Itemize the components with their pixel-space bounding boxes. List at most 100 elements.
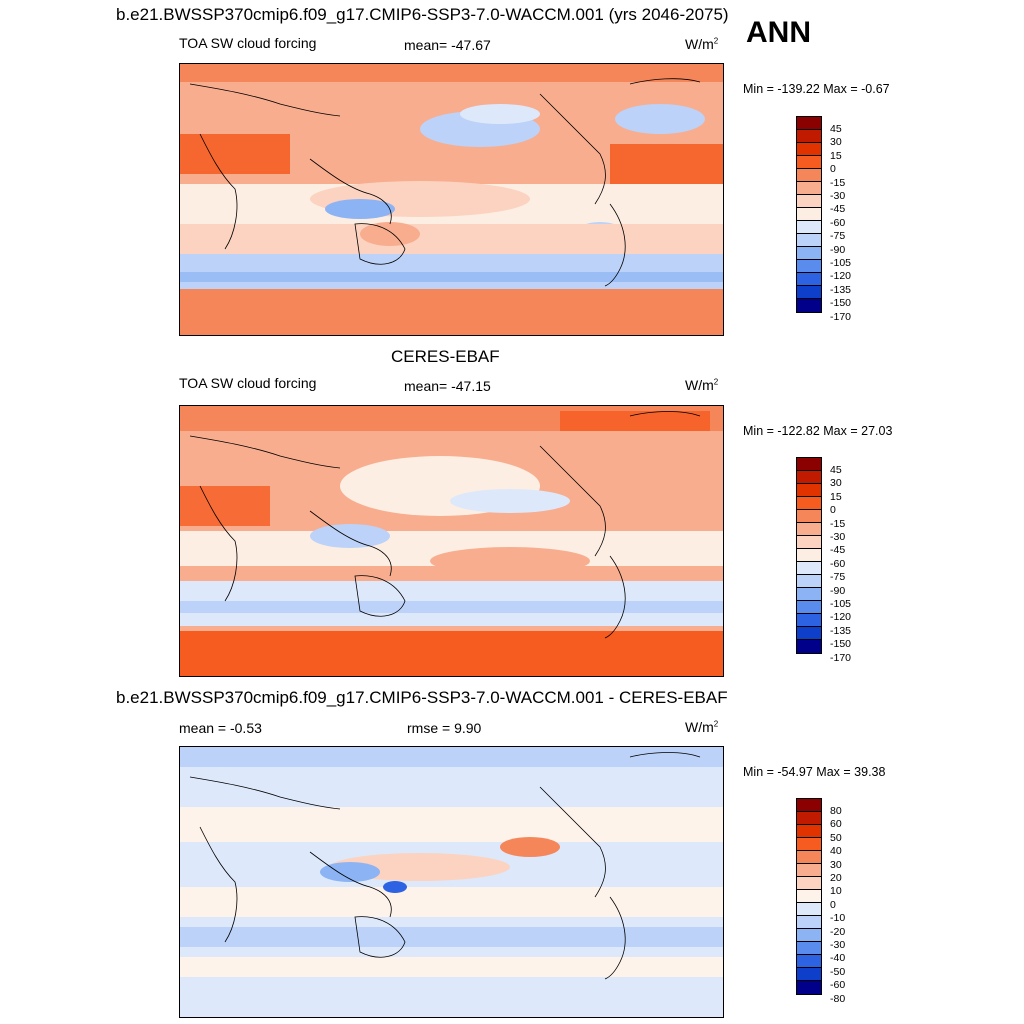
colorbar-tick-label: -15 (830, 176, 846, 189)
colorbar-swatch (797, 903, 821, 916)
colorbar-tick-label: 50 (830, 831, 842, 844)
colorbar-swatch (797, 484, 821, 497)
panel1-colorbar (796, 116, 822, 313)
colorbar-swatch (797, 221, 821, 234)
colorbar-swatch (797, 640, 821, 653)
colorbar-tick-label: -150 (830, 297, 852, 310)
colorbar-tick-label: -80 (830, 992, 846, 1005)
colorbar-tick-label: -120 (830, 611, 852, 624)
panel3-mean: mean = -0.53 (179, 720, 262, 736)
colorbar-swatch (797, 851, 821, 864)
colorbar-swatch (797, 510, 821, 523)
colorbar-swatch (797, 929, 821, 942)
colorbar-tick-label: 0 (830, 504, 836, 517)
colorbar-tick-label: -90 (830, 243, 846, 256)
colorbar-swatch (797, 523, 821, 536)
colorbar-swatch (797, 627, 821, 640)
panel3-units: W/m2 (685, 719, 719, 735)
colorbar-tick-label: -30 (830, 190, 846, 203)
run-title: b.e21.BWSSP370cmip6.f09_g17.CMIP6-SSP3-7… (116, 5, 729, 24)
colorbar-tick-label: -30 (830, 531, 846, 544)
colorbar-tick-label: -75 (830, 230, 846, 243)
colorbar-swatch (797, 260, 821, 273)
colorbar-tick-label: -15 (830, 517, 846, 530)
colorbar-tick-label: 15 (830, 490, 842, 503)
colorbar-tick-label: -60 (830, 979, 846, 992)
colorbar-tick-label: -50 (830, 965, 846, 978)
panel1-map-field (180, 64, 723, 335)
colorbar-swatch (797, 825, 821, 838)
colorbar-swatch (797, 981, 821, 994)
panel3-colorbar (796, 798, 822, 995)
panel2-mean: mean= -47.15 (404, 378, 491, 394)
colorbar-tick-label: 15 (830, 149, 842, 162)
colorbar-tick-label: 10 (830, 885, 842, 898)
colorbar-tick-label: -105 (830, 257, 852, 270)
colorbar-swatch (797, 130, 821, 143)
colorbar-tick-label: -45 (830, 203, 846, 216)
colorbar-swatch (797, 273, 821, 286)
colorbar-tick-label: -105 (830, 598, 852, 611)
colorbar-swatch (797, 799, 821, 812)
colorbar-tick-label: -90 (830, 584, 846, 597)
colorbar-tick-label: 30 (830, 136, 842, 149)
colorbar-tick-label: -30 (830, 939, 846, 952)
colorbar-tick-label: 45 (830, 123, 842, 135)
colorbar-tick-label: -10 (830, 912, 846, 925)
colorbar-swatch (797, 890, 821, 903)
colorbar-swatch (797, 458, 821, 471)
colorbar-swatch (797, 562, 821, 575)
colorbar-tick-label: -60 (830, 557, 846, 570)
colorbar-tick-label: -45 (830, 544, 846, 557)
colorbar-swatch (797, 838, 821, 851)
panel2-title: CERES-EBAF (391, 347, 500, 366)
colorbar-swatch (797, 614, 821, 627)
colorbar-swatch (797, 234, 821, 247)
panel3-map (179, 746, 724, 1018)
colorbar-swatch (797, 575, 821, 588)
panel1-map (179, 63, 724, 336)
panel3-colorbar-labels: 80 60 50 40 30 20 10 0 -10 -20 -30 -40 -50 -60 -80 (830, 805, 845, 1006)
panel3-map-field (180, 747, 723, 1017)
colorbar-tick-label: -135 (830, 283, 852, 296)
colorbar-swatch (797, 471, 821, 484)
panel3-rmse: rmse = 9.90 (407, 720, 482, 736)
panel1-units: W/m2 (685, 36, 719, 52)
panel2-colorbar (796, 457, 822, 654)
colorbar-swatch (797, 143, 821, 156)
colorbar-swatch (797, 286, 821, 299)
panel2-minmax: Min = -122.82 Max = 27.03 (743, 424, 893, 438)
panel2-colorbar-labels: 45 30 15 0 -15 -30 -45 -60 -75 -90 -105 -120 -135 -15… (830, 464, 851, 665)
colorbar-swatch (797, 588, 821, 601)
colorbar-swatch (797, 864, 821, 877)
colorbar-swatch (797, 549, 821, 562)
colorbar-tick-label: -120 (830, 270, 852, 283)
colorbar-tick-label: -135 (830, 624, 852, 637)
colorbar-tick-label: -170 (830, 310, 852, 323)
colorbar-tick-label: 45 (830, 464, 842, 476)
colorbar-swatch (797, 156, 821, 169)
colorbar-swatch (797, 812, 821, 825)
panel1-minmax: Min = -139.22 Max = -0.67 (743, 82, 890, 96)
colorbar-swatch (797, 182, 821, 195)
panel3-minmax: Min = -54.97 Max = 39.38 (743, 765, 886, 779)
colorbar-swatch (797, 208, 821, 221)
colorbar-tick-label: 30 (830, 858, 842, 871)
panel3-title: b.e21.BWSSP370cmip6.f09_g17.CMIP6-SSP3-7… (116, 688, 728, 707)
colorbar-tick-label: 0 (830, 163, 836, 176)
colorbar-swatch (797, 916, 821, 929)
colorbar-tick-label: 40 (830, 845, 842, 858)
panel2-units: W/m2 (685, 377, 719, 393)
colorbar-swatch (797, 299, 821, 312)
panel2-variable: TOA SW cloud forcing (179, 375, 317, 391)
colorbar-tick-label: -75 (830, 571, 846, 584)
colorbar-tick-label: 80 (830, 805, 842, 817)
colorbar-swatch (797, 497, 821, 510)
colorbar-swatch (797, 247, 821, 260)
colorbar-tick-label: 30 (830, 477, 842, 490)
colorbar-swatch (797, 955, 821, 968)
colorbar-swatch (797, 169, 821, 182)
colorbar-swatch (797, 195, 821, 208)
colorbar-tick-label: -40 (830, 952, 846, 965)
panel2-map (179, 405, 724, 677)
